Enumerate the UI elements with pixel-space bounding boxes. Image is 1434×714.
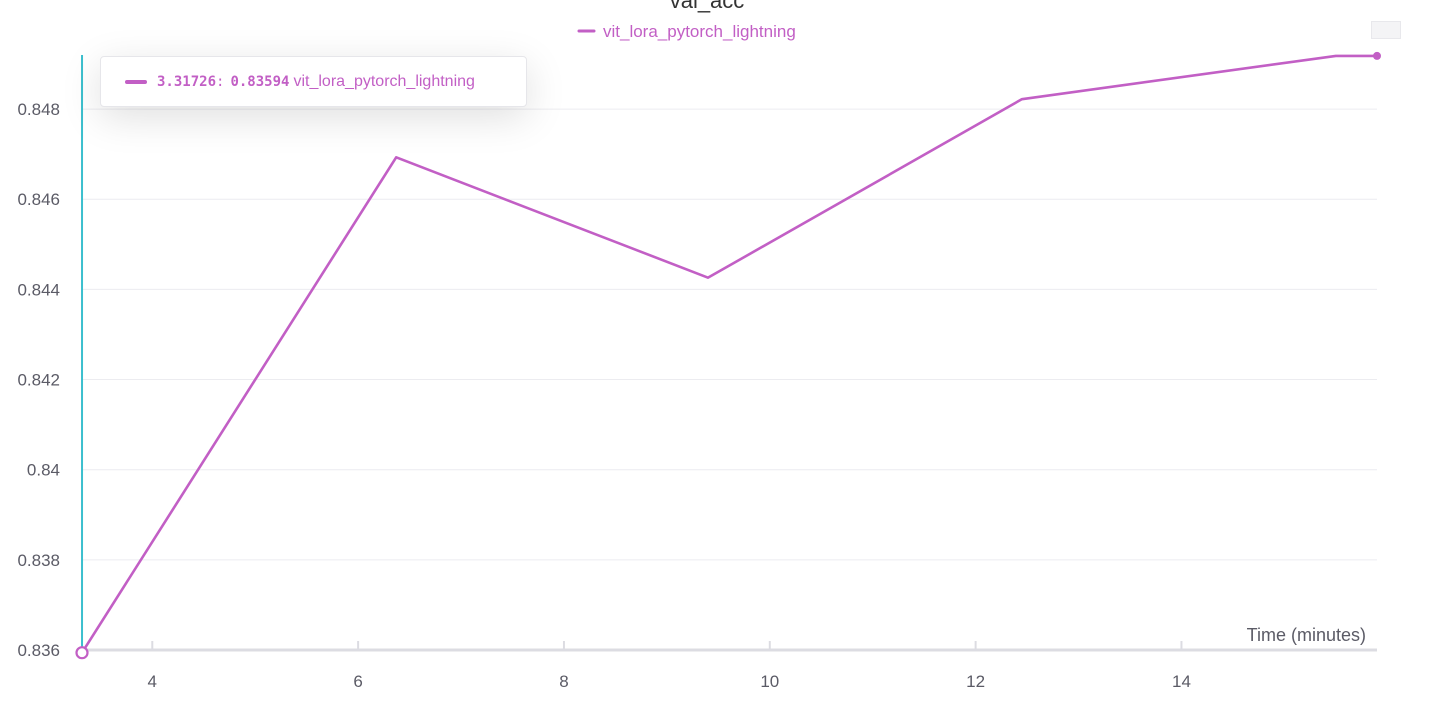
panel-control[interactable] <box>1371 21 1401 39</box>
tooltip-y-value: 0.83594 <box>230 73 290 90</box>
tooltip-series-name: vit_lora_pytorch_lightning <box>293 72 475 90</box>
y-tick-label: 0.836 <box>17 641 60 660</box>
tooltip-series-swatch <box>125 79 147 84</box>
tooltip-separator: : <box>216 73 225 90</box>
x-tick-label: 4 <box>148 672 157 691</box>
grid <box>82 108 1377 561</box>
y-tick-label: 0.846 <box>17 190 60 209</box>
legend-label: vit_lora_pytorch_lightning <box>603 22 796 41</box>
x-tick-label: 12 <box>966 672 985 691</box>
legend[interactable]: vit_lora_pytorch_lightning <box>577 22 796 41</box>
y-tick-label: 0.844 <box>17 280 60 299</box>
x-tick-label: 6 <box>353 672 362 691</box>
x-axis-ticks: 4 6 8 10 12 14 <box>148 641 1191 691</box>
y-axis-ticks: 0.836 0.838 0.84 0.842 0.844 0.846 0.848 <box>17 100 60 660</box>
tooltip-x-value: 3.31726 <box>157 73 217 90</box>
chart-title: val_acc <box>670 0 745 13</box>
x-axis-title: Time (minutes) <box>1247 625 1366 645</box>
x-tick-label: 10 <box>760 672 779 691</box>
series-layer[interactable] <box>75 51 1382 660</box>
series-endpoint-marker <box>1373 51 1381 60</box>
y-tick-label: 0.84 <box>27 461 60 480</box>
y-tick-label: 0.842 <box>17 371 60 390</box>
y-tick-label: 0.838 <box>17 551 60 570</box>
series-line[interactable] <box>80 54 1377 654</box>
x-tick-label: 8 <box>559 672 568 691</box>
hover-point-marker <box>75 646 89 660</box>
hover-tooltip: 3.31726 : 0.83594 vit_lora_pytorch_light… <box>100 56 527 107</box>
x-tick-label: 14 <box>1172 672 1191 691</box>
y-tick-label: 0.848 <box>17 100 60 119</box>
